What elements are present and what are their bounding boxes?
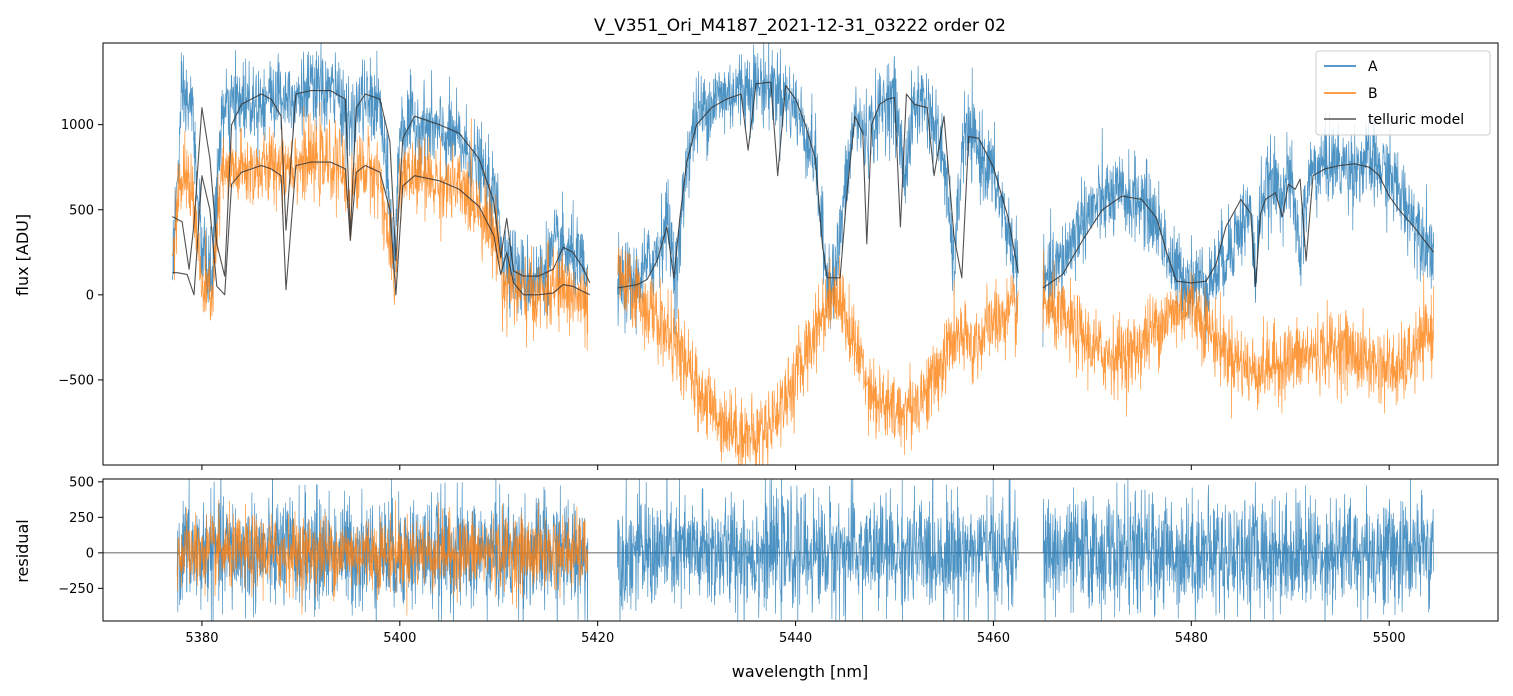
- residual-series-a-residual-segment-3: [1042, 479, 1435, 621]
- residual-series-group: [103, 479, 1498, 621]
- figure-title: V_V351_Ori_M4187_2021-12-31_03222 order …: [594, 16, 1006, 36]
- residual-x-tick-label: 5500: [1373, 631, 1406, 646]
- flux-x-ticks: [201, 465, 1390, 470]
- legend-label-a: A: [1368, 59, 1378, 75]
- flux-series-telluric-model-segment-3: [617, 81, 1019, 289]
- flux-y-tick-label: 0: [86, 288, 94, 303]
- flux-series-b-segment-3: [1042, 250, 1435, 419]
- x-axis-label: wavelength [nm]: [732, 662, 869, 681]
- flux-series-a-segment-1: [171, 43, 589, 318]
- legend-box: [1315, 50, 1491, 136]
- flux-axes-frame: [102, 42, 1499, 466]
- flux-series-b-segment-2: [617, 246, 1019, 465]
- residual-y-tick-label: −250: [58, 582, 94, 597]
- flux-y-ticks: −500 0 500 1000: [58, 118, 103, 388]
- flux-y-tick-label: 1000: [61, 118, 94, 133]
- residual-x-tick-label: 5380: [185, 631, 218, 646]
- residual-panel: −250 0 250 500 5380 5400 5420 5440 5460 5480 5500…: [13, 475, 1499, 681]
- flux-panel: −500 0 500 1000 flux [ADU] A B telluric mod…: [13, 42, 1499, 470]
- residual-x-tick-label: 5400: [383, 631, 416, 646]
- residual-x-tick-label: 5460: [977, 631, 1010, 646]
- residual-series-a-residual-segment-2: [617, 479, 1019, 621]
- legend-label-b: B: [1368, 86, 1378, 102]
- residual-x-ticks: 5380 5400 5420 5440 5460 5480 5500: [185, 621, 1406, 646]
- residual-y-tick-label: 0: [86, 546, 94, 561]
- flux-y-axis-label: flux [ADU]: [13, 214, 32, 296]
- residual-x-tick-label: 5420: [581, 631, 614, 646]
- residual-axes-frame: [102, 478, 1499, 622]
- flux-series-telluric-model-segment-2: [172, 161, 591, 296]
- legend-label-telluric: telluric model: [1368, 112, 1464, 128]
- flux-y-tick-label: 500: [69, 203, 94, 218]
- residual-x-tick-label: 5440: [779, 631, 812, 646]
- flux-series-telluric-model-segment-4: [1042, 163, 1435, 289]
- residual-x-tick-label: 5480: [1175, 631, 1208, 646]
- residual-y-tick-label: 500: [69, 475, 94, 490]
- flux-series-group: [171, 43, 1435, 465]
- residual-y-axis-label: residual: [13, 519, 32, 582]
- residual-series-b-residual-segment-1: [176, 499, 589, 616]
- flux-series-b-segment-1: [171, 102, 589, 351]
- legend: A B telluric model: [1315, 50, 1491, 136]
- flux-series-telluric-model-segment-1: [172, 90, 591, 284]
- residual-y-ticks: −250 0 250 500: [58, 475, 103, 597]
- flux-y-tick-label: −500: [58, 373, 94, 388]
- residual-y-tick-label: 250: [69, 511, 94, 526]
